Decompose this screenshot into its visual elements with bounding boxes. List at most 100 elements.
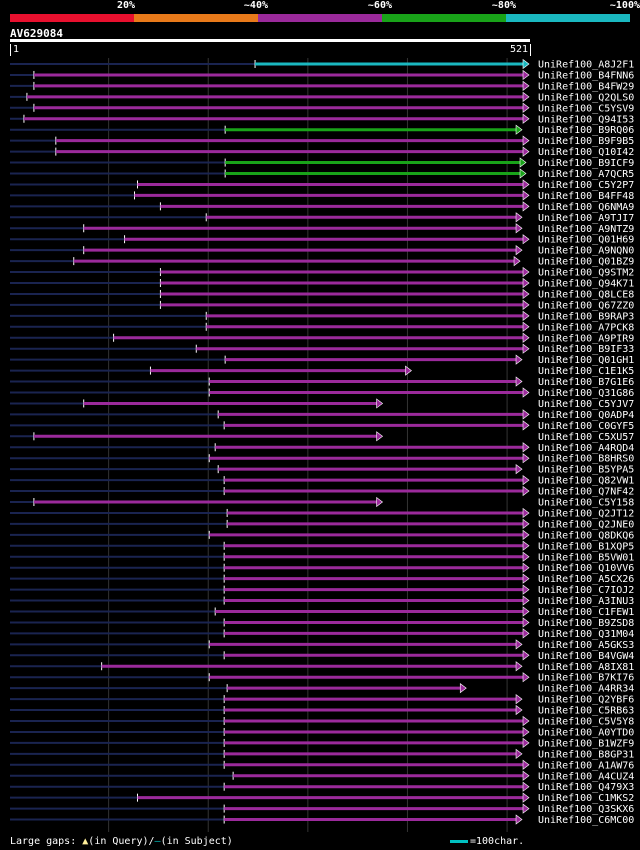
alignment-row[interactable]: UniRef100_Q01GH1: [10, 354, 634, 366]
alignment-row[interactable]: UniRef100_A4RQD4: [10, 442, 634, 454]
alignment-row[interactable]: UniRef100_B9ZSD8: [10, 617, 634, 629]
hit-name[interactable]: UniRef100_A8J2F1: [538, 60, 634, 71]
hit-name[interactable]: UniRef100_B4VGW4: [538, 651, 634, 662]
alignment-row[interactable]: UniRef100_B4VGW4: [10, 650, 634, 662]
alignment-row[interactable]: UniRef100_A1AW76: [10, 759, 634, 771]
alignment-row[interactable]: UniRef100_C5RB63: [10, 704, 634, 717]
alignment-row[interactable]: UniRef100_Q3SKX6: [10, 803, 634, 815]
hit-name[interactable]: UniRef100_C5YSV9: [538, 103, 634, 114]
hit-name[interactable]: UniRef100_B4FW29: [538, 81, 634, 92]
hit-name[interactable]: UniRef100_A5CX26: [538, 574, 634, 585]
hit-name[interactable]: UniRef100_A4RQD4: [538, 443, 634, 454]
hit-name[interactable]: UniRef100_B9ZSD8: [538, 618, 634, 629]
alignment-row[interactable]: UniRef100_B7G1E6: [10, 376, 634, 388]
alignment-row[interactable]: UniRef100_Q8DKQ6: [10, 529, 634, 541]
alignment-row[interactable]: UniRef100_B4FW29: [10, 80, 634, 92]
hit-name[interactable]: UniRef100_C5Y2P7: [538, 180, 634, 191]
hit-name[interactable]: UniRef100_A4CUZ4: [538, 771, 634, 782]
alignment-row[interactable]: UniRef100_C5Y2P7: [10, 179, 634, 191]
alignment-row[interactable]: UniRef100_Q94K71: [10, 277, 634, 290]
hit-name[interactable]: UniRef100_B9RAP3: [538, 311, 634, 322]
alignment-row[interactable]: UniRef100_Q31G86: [10, 387, 634, 399]
hit-name[interactable]: UniRef100_Q6NMA9: [538, 202, 634, 213]
hit-name[interactable]: UniRef100_Q10I42: [538, 147, 634, 158]
alignment-row[interactable]: UniRef100_B1WZF9: [10, 737, 634, 749]
alignment-row[interactable]: UniRef100_Q10I42: [10, 146, 634, 158]
hit-name[interactable]: UniRef100_Q82VW1: [538, 476, 634, 487]
hit-name[interactable]: UniRef100_A3INU3: [538, 596, 634, 607]
hit-name[interactable]: UniRef100_B9F9B5: [538, 136, 634, 147]
hit-name[interactable]: UniRef100_B7KI76: [538, 673, 634, 684]
hit-name[interactable]: UniRef100_Q7NF42: [538, 487, 634, 498]
hit-name[interactable]: UniRef100_Q01H69: [538, 235, 634, 246]
alignment-row[interactable]: UniRef100_B9ICF9: [10, 157, 634, 169]
hit-name[interactable]: UniRef100_A8IX81: [538, 662, 634, 673]
alignment-row[interactable]: UniRef100_B8HRS0: [10, 453, 634, 465]
hit-name[interactable]: UniRef100_C5YJV7: [538, 399, 634, 410]
hit-name[interactable]: UniRef100_Q479X3: [538, 782, 634, 793]
hit-name[interactable]: UniRef100_C5Y158: [538, 498, 634, 509]
alignment-row[interactable]: UniRef100_A8J2F1: [10, 58, 634, 71]
alignment-row[interactable]: UniRef100_A4CUZ4: [10, 770, 634, 782]
alignment-row[interactable]: UniRef100_B9F9B5: [10, 135, 634, 147]
hit-name[interactable]: UniRef100_Q3SKX6: [538, 804, 634, 815]
alignment-row[interactable]: UniRef100_Q8LCE8: [10, 288, 634, 300]
alignment-row[interactable]: UniRef100_C5YSV9: [10, 102, 634, 114]
hit-name[interactable]: UniRef100_Q10VV6: [538, 563, 634, 574]
alignment-row[interactable]: UniRef100_C1E1K5: [10, 365, 634, 377]
hit-name[interactable]: UniRef100_Q01BZ9: [538, 257, 634, 268]
hit-name[interactable]: UniRef100_C1E1K5: [538, 366, 634, 377]
alignment-row[interactable]: UniRef100_B9RAP3: [10, 310, 634, 322]
hit-name[interactable]: UniRef100_Q94I53: [538, 114, 634, 125]
hit-name[interactable]: UniRef100_Q0ADP4: [538, 410, 634, 421]
hit-name[interactable]: UniRef100_A5GKS3: [538, 640, 634, 651]
alignment-row[interactable]: UniRef100_A9PIR9: [10, 332, 634, 344]
alignment-row[interactable]: UniRef100_B9RQ06: [10, 124, 634, 136]
alignment-row[interactable]: UniRef100_B4FF48: [10, 190, 634, 202]
alignment-row[interactable]: UniRef100_B5YPA5: [10, 464, 634, 476]
hit-name[interactable]: UniRef100_Q8LCE8: [538, 289, 634, 300]
alignment-row[interactable]: UniRef100_A5CX26: [10, 573, 634, 585]
hit-name[interactable]: UniRef100_A0YTD0: [538, 727, 634, 738]
hit-name[interactable]: UniRef100_Q2JT12: [538, 508, 634, 519]
alignment-row[interactable]: UniRef100_Q82VW1: [10, 475, 634, 487]
alignment-row[interactable]: UniRef100_C1MKS2: [10, 792, 634, 804]
hit-name[interactable]: UniRef100_A9TJI7: [538, 213, 634, 224]
hit-name[interactable]: UniRef100_Q2QLS0: [538, 92, 634, 103]
hit-name[interactable]: UniRef100_Q9STM2: [538, 268, 634, 279]
alignment-row[interactable]: UniRef100_Q479X3: [10, 781, 634, 793]
hit-name[interactable]: UniRef100_A9NTZ9: [538, 224, 634, 235]
hit-name[interactable]: UniRef100_A9PIR9: [538, 333, 634, 344]
alignment-row[interactable]: UniRef100_Q7NF42: [10, 485, 634, 498]
alignment-row[interactable]: UniRef100_A0YTD0: [10, 726, 634, 738]
alignment-row[interactable]: UniRef100_Q2QLS0: [10, 91, 634, 103]
alignment-row[interactable]: UniRef100_A7PCK8: [10, 321, 634, 333]
alignment-row[interactable]: UniRef100_B1XQP5: [10, 540, 634, 552]
alignment-row[interactable]: UniRef100_Q67ZZ0: [10, 299, 634, 311]
hit-name[interactable]: UniRef100_B5VW01: [538, 552, 634, 563]
hit-name[interactable]: UniRef100_A7PCK8: [538, 322, 634, 333]
alignment-row[interactable]: UniRef100_Q0ADP4: [10, 409, 634, 421]
alignment-row[interactable]: UniRef100_A9TJI7: [10, 212, 634, 224]
alignment-row[interactable]: UniRef100_C0GYF5: [10, 420, 634, 432]
alignment-row[interactable]: UniRef100_A4RR34: [10, 683, 634, 695]
hit-name[interactable]: UniRef100_C1MKS2: [538, 793, 634, 804]
hit-name[interactable]: UniRef100_B9ICF9: [538, 158, 634, 169]
alignment-row[interactable]: UniRef100_B4FNN6: [10, 69, 634, 81]
hit-name[interactable]: UniRef100_B8GP31: [538, 749, 634, 760]
hit-name[interactable]: UniRef100_Q01GH1: [538, 355, 634, 366]
alignment-row[interactable]: UniRef100_C7IOJ2: [10, 584, 634, 596]
hit-name[interactable]: UniRef100_B1XQP5: [538, 541, 634, 552]
hit-name[interactable]: UniRef100_C5V5Y8: [538, 717, 634, 728]
hit-name[interactable]: UniRef100_Q31M04: [538, 629, 634, 640]
alignment-row[interactable]: UniRef100_Q94I53: [10, 113, 634, 125]
alignment-row[interactable]: UniRef100_A9NQN0: [10, 245, 634, 257]
hit-name[interactable]: UniRef100_B1WZF9: [538, 738, 634, 749]
alignment-row[interactable]: UniRef100_Q2JNE0: [10, 518, 634, 530]
alignment-row[interactable]: UniRef100_B7KI76: [10, 672, 634, 684]
alignment-row[interactable]: UniRef100_A7QCR5: [10, 168, 634, 180]
alignment-row[interactable]: UniRef100_A8IX81: [10, 661, 634, 673]
alignment-row[interactable]: UniRef100_Q2YBF6: [10, 693, 634, 706]
hit-name[interactable]: UniRef100_C0GYF5: [538, 421, 634, 432]
alignment-row[interactable]: UniRef100_A9NTZ9: [10, 223, 634, 235]
